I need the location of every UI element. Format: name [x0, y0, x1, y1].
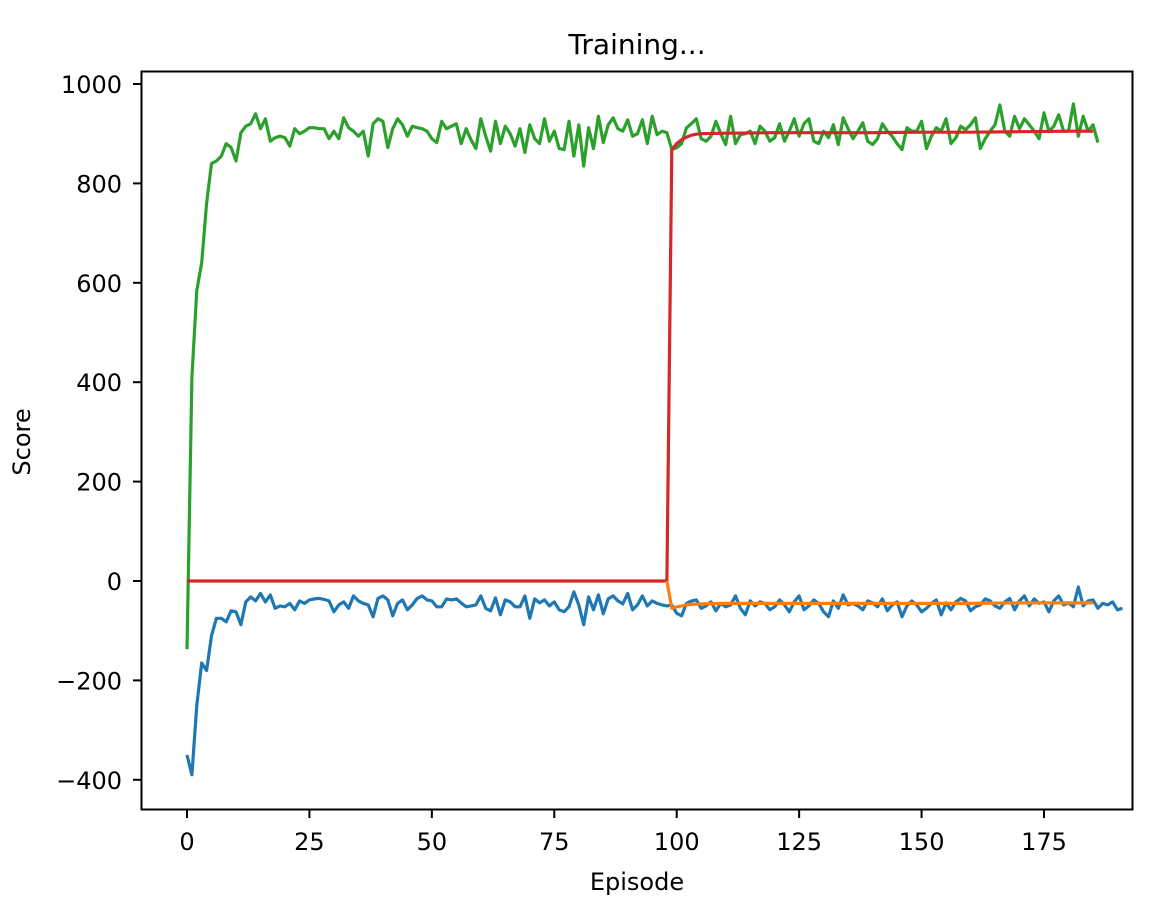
y-tick-label: −200	[56, 667, 122, 695]
x-tick-label: 75	[539, 828, 570, 856]
x-axis-ticks: 0 25 50 75 100 125 150 175	[179, 810, 1067, 856]
axes-frame	[140, 70, 1134, 811]
episode-score-green-line	[185, 102, 1100, 650]
y-tick-label: 200	[76, 469, 122, 497]
x-tick-label: 25	[294, 828, 325, 856]
x-tick-label: 50	[417, 828, 448, 856]
y-tick-label: 0	[107, 568, 122, 596]
x-tick-label: 100	[654, 828, 700, 856]
chart-title: Training...	[567, 28, 705, 61]
y-axis-ticks: −400 −200 0 200 400 600 800 1000	[56, 71, 141, 795]
y-tick-label: 600	[76, 270, 122, 298]
y-tick-label: 800	[76, 170, 122, 198]
x-axis-label: Episode	[590, 868, 684, 896]
y-axis-label: Score	[8, 408, 36, 475]
y-tick-label: 1000	[61, 71, 122, 99]
y-tick-label: 400	[76, 369, 122, 397]
moving-average-orange-line	[665, 580, 1093, 610]
x-tick-label: 175	[1021, 828, 1067, 856]
x-tick-label: 150	[899, 828, 945, 856]
plot-lines	[185, 102, 1123, 777]
y-tick-label: −400	[56, 767, 122, 795]
moving-average-red-line	[187, 129, 1093, 583]
x-tick-label: 0	[179, 828, 194, 856]
x-tick-label: 125	[776, 828, 822, 856]
